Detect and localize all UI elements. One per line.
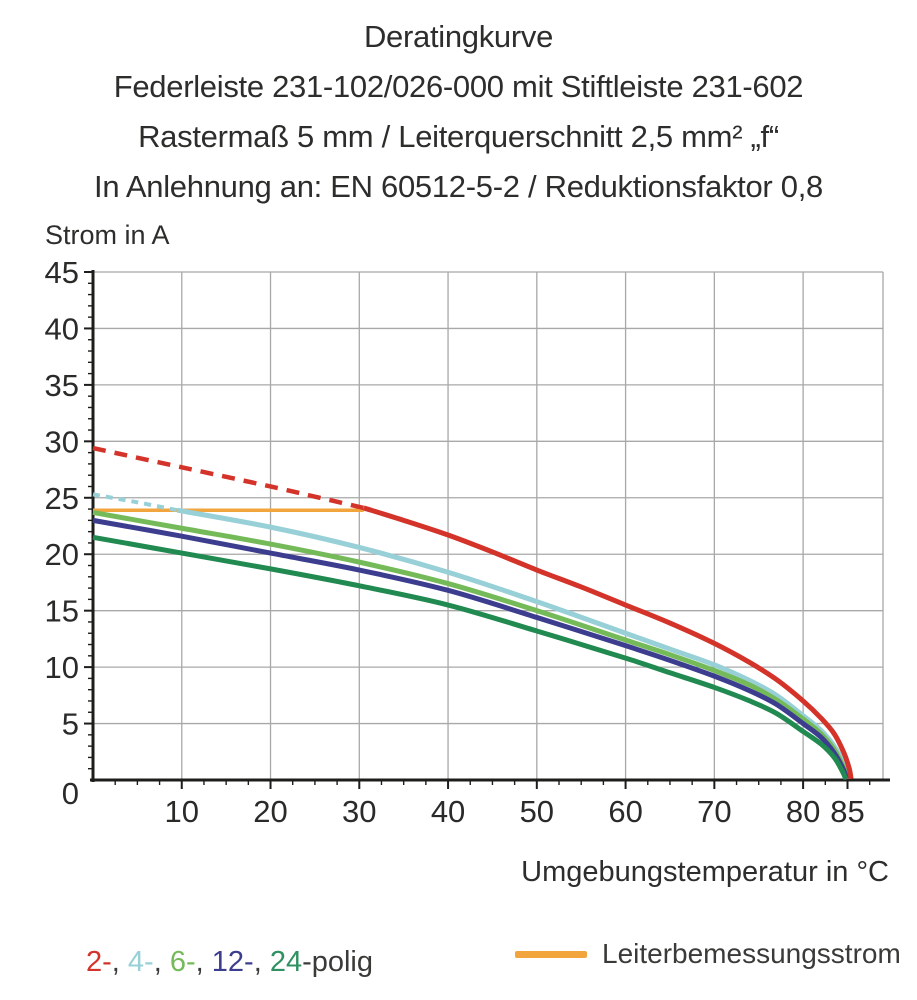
legend-24polig: 24 [269, 946, 303, 978]
rated-current-legend-label: Leiterbemessungsstrom [602, 938, 901, 969]
x-tick-label: 85 [830, 794, 864, 829]
y-tick-label: 15 [45, 594, 79, 629]
x-tick-label: 40 [431, 794, 465, 829]
y-tick-label: 5 [62, 707, 79, 742]
x-tick-label: 80 [786, 794, 820, 829]
series-12-polig [92, 517, 849, 780]
legend-6polig: 6- [169, 946, 196, 978]
x-tick-label: 50 [520, 794, 554, 829]
poles-legend: 2-, 4-, 6-, 12-, 24-polig [86, 946, 373, 979]
legend-4polig: 4- [127, 946, 154, 978]
legend-separator: , [195, 946, 212, 978]
y-tick-label: 0 [62, 776, 79, 811]
x-tick-label: 10 [165, 794, 199, 829]
series-2-polig [362, 505, 854, 780]
y-tick-label: 20 [45, 537, 79, 572]
rated-current-legend: Leiterbemessungsstrom [515, 938, 901, 970]
y-tick-label: 45 [45, 255, 79, 290]
series-24-polig [92, 534, 849, 780]
y-tick-label: 35 [45, 368, 79, 403]
series-6-polig [92, 509, 850, 780]
chart-subtitle-pitch: Rastermaß 5 mm / Leiterquerschnitt 2,5 m… [138, 119, 779, 154]
title-block: Deratingkurve Federleiste 231-102/026-00… [0, 12, 917, 212]
x-tick-label: 20 [253, 794, 287, 829]
legend-12polig: 12- [211, 946, 254, 978]
y-axis-label: Strom in A [45, 220, 170, 250]
chart-subtitle-standard: In Anlehnung an: EN 60512-5-2 / Reduktio… [94, 169, 823, 204]
legend-polig-suffix: -polig [302, 946, 374, 978]
y-tick-label: 25 [45, 481, 79, 516]
y-tick-label: 40 [45, 311, 79, 346]
chart-title: Deratingkurve [363, 19, 554, 54]
x-tick-label: 60 [608, 794, 642, 829]
legend-2polig: 2- [86, 946, 112, 978]
legend-separator: , [111, 946, 128, 978]
series-4-polig [176, 507, 850, 780]
series-4-polig-dashed [92, 492, 178, 513]
legend-separator: , [153, 946, 170, 978]
x-tick-label: 30 [342, 794, 376, 829]
chart-subtitle-connectors: Federleiste 231-102/026-000 mit Stiftlei… [113, 69, 804, 104]
legend-separator: , [253, 946, 270, 978]
x-axis-label: Umgebungstemperatur in °C [521, 856, 889, 888]
rated-current-line-swatch [515, 950, 587, 958]
x-tick-label: 70 [697, 794, 731, 829]
series-2-polig-dashed [92, 445, 365, 511]
y-tick-label: 10 [45, 650, 79, 685]
y-tick-label: 30 [45, 424, 79, 459]
